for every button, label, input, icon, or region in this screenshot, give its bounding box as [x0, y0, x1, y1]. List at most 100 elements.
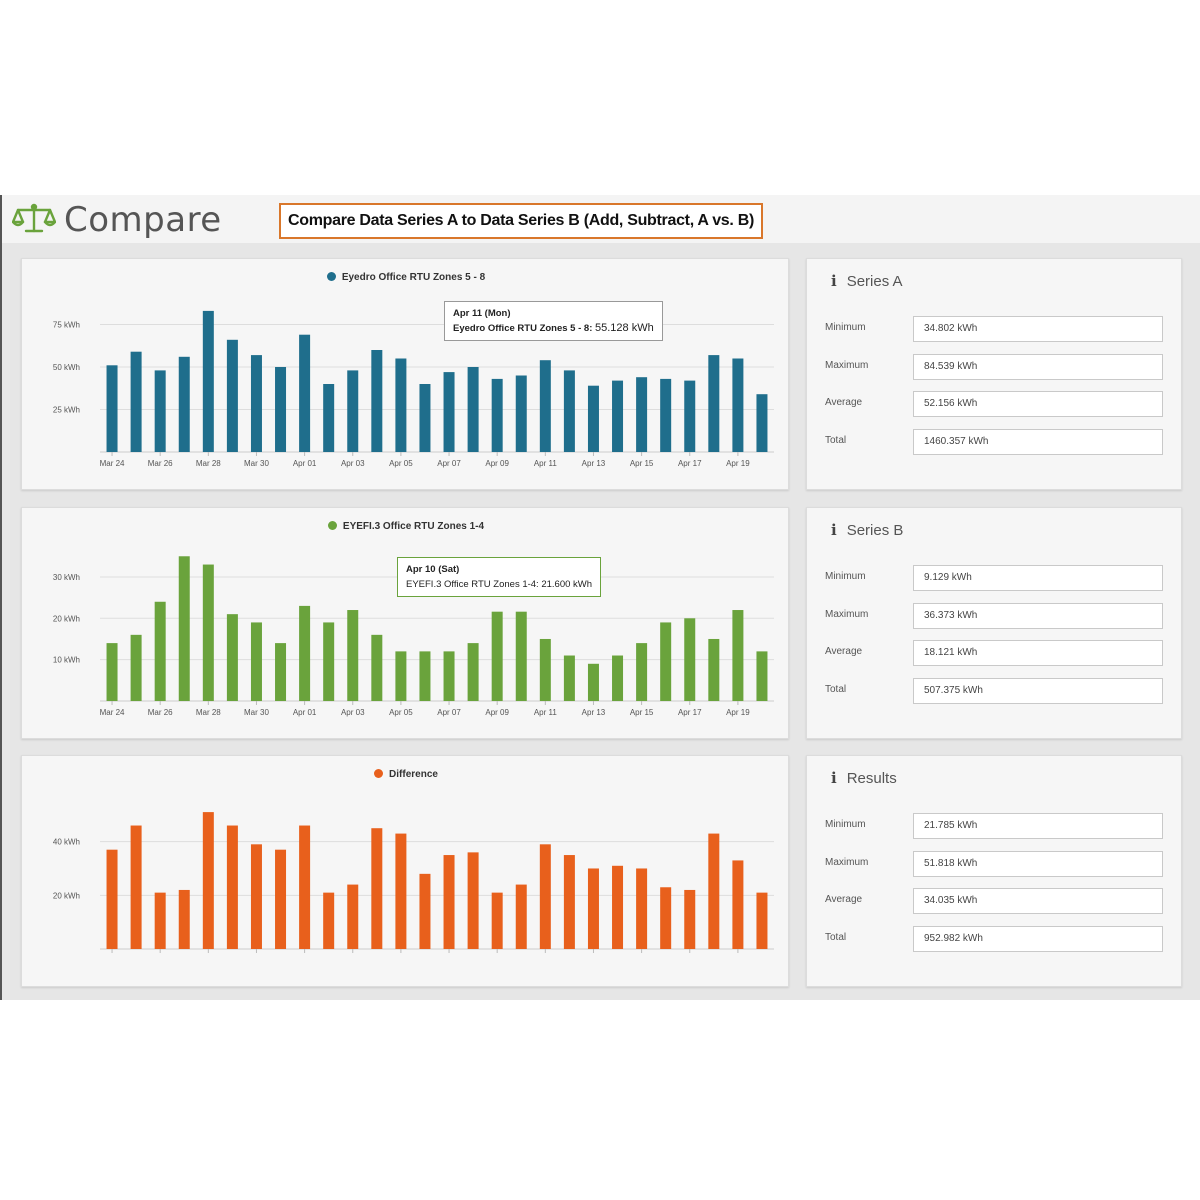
bar [708, 833, 720, 949]
stat-label: Maximum [825, 856, 869, 868]
stat-row-average: Average 34.035 kWh [825, 888, 1165, 914]
bar [612, 655, 624, 701]
bar [106, 849, 118, 949]
stat-value-field[interactable]: 9.129 kWh [913, 565, 1163, 591]
chart-legend[interactable]: Difference [22, 769, 790, 780]
bar [106, 643, 118, 701]
bar [636, 868, 648, 949]
stat-label: Maximum [825, 608, 869, 620]
info-icon: i [831, 272, 837, 290]
x-tick-label: Apr 01 [293, 459, 317, 468]
stats-panel-series-b: i Series B Minimum 9.129 kWh Maximum 36.373 … [806, 507, 1182, 739]
stat-row-minimum: Minimum 21.785 kWh [825, 813, 1165, 839]
stat-row-maximum: Maximum 84.539 kWh [825, 353, 1165, 380]
bar [636, 377, 648, 452]
bar [202, 812, 214, 949]
y-tick-label: 30 kWh [53, 573, 80, 582]
stats-title: i Series B [831, 521, 903, 539]
chart-panel-difference: Difference 20 kWh 40 kWh [21, 755, 789, 987]
stat-value-field[interactable]: 34.802 kWh [913, 316, 1163, 342]
stats-title: i Series A [831, 272, 903, 290]
y-tick-label: 50 kWh [53, 363, 80, 372]
bar [636, 643, 648, 701]
stat-value-field[interactable]: 51.818 kWh [913, 850, 1163, 877]
chart-panel-series-a: Eyedro Office RTU Zones 5 - 8 25 kWh 50 k… [21, 258, 789, 490]
scale-icon [12, 203, 56, 233]
bar [587, 663, 599, 701]
bar [323, 892, 335, 949]
bar [202, 564, 214, 701]
y-tick-label: 20 kWh [53, 891, 80, 900]
stat-value-field[interactable]: 21.785 kWh [913, 813, 1163, 839]
x-tick-label: Apr 13 [582, 459, 606, 468]
stat-label: Average [825, 894, 863, 905]
bar [539, 360, 551, 452]
stat-value-field[interactable]: 34.035 kWh [913, 888, 1163, 914]
x-tick-label: Apr 05 [389, 708, 413, 717]
chart-legend[interactable]: EYEFI.3 Office RTU Zones 1-4 [22, 521, 790, 532]
bar-chart-series-b[interactable]: 10 kWh 20 kWh 30 kWh Mar 24 Mar 26 Mar 28 Mar … [22, 508, 790, 740]
chart-tooltip: Apr 10 (Sat) EYEFI.3 Office RTU Zones 1-… [397, 557, 602, 597]
bar [515, 884, 527, 949]
bar-chart-difference[interactable]: 20 kWh 40 kWh [22, 756, 790, 988]
compare-banner[interactable]: Compare Data Series A to Data Series B (… [279, 203, 763, 239]
stat-value-field[interactable]: 1460.357 kWh [913, 428, 1163, 455]
bar [756, 394, 768, 452]
bar [539, 638, 551, 701]
bar [202, 310, 214, 452]
bar [732, 610, 744, 701]
bar-chart-series-a[interactable]: 25 kWh 50 kWh 75 kWh Mar 24 Mar 26 Mar 28 Mar … [22, 259, 790, 491]
y-tick-label: 20 kWh [53, 614, 80, 623]
bar [226, 825, 238, 949]
bar [563, 855, 575, 949]
legend-label: Difference [389, 769, 438, 780]
stat-value-field[interactable]: 507.375 kWh [913, 677, 1163, 704]
bar [299, 825, 311, 949]
stats-title-label: Series B [846, 522, 904, 539]
chart-legend[interactable]: Eyedro Office RTU Zones 5 - 8 [22, 272, 790, 283]
x-tick-label: Apr 03 [341, 459, 365, 468]
bar [154, 601, 166, 701]
legend-dot [326, 272, 336, 281]
stat-row-total: Total 952.982 kWh [825, 925, 1165, 952]
tooltip-date: Apr 11 (Mon) [453, 308, 511, 319]
tooltip-value: 21.600 kWh [541, 579, 593, 590]
bar [515, 611, 527, 701]
bar [395, 651, 407, 701]
bar [467, 643, 479, 701]
bar [732, 358, 744, 452]
stat-label: Total [825, 434, 847, 446]
stat-value-field[interactable]: 52.156 kWh [913, 391, 1163, 417]
bar [684, 618, 696, 701]
stat-row-minimum: Minimum 34.802 kWh [825, 316, 1165, 342]
bar [612, 380, 624, 452]
bar [178, 556, 190, 701]
bar [250, 622, 262, 701]
stat-label: Average [825, 646, 863, 657]
stat-value-field[interactable]: 952.982 kWh [913, 925, 1163, 952]
stat-row-average: Average 18.121 kWh [825, 640, 1165, 666]
bar [275, 849, 287, 949]
x-tick-label: Apr 07 [437, 459, 461, 468]
stat-label: Minimum [825, 322, 866, 333]
stat-label: Maximum [825, 359, 869, 371]
bar [467, 367, 479, 452]
bar [443, 651, 455, 701]
bar [178, 356, 190, 452]
bar [563, 655, 575, 701]
tooltip-date: Apr 10 (Sat) [406, 564, 460, 575]
chart-tooltip: Apr 11 (Mon) Eyedro Office RTU Zones 5 -… [444, 301, 663, 341]
stat-label: Total [825, 931, 847, 943]
bar [443, 372, 455, 452]
bar [347, 884, 359, 949]
stat-value-field[interactable]: 36.373 kWh [913, 602, 1163, 629]
stat-value-field[interactable]: 84.539 kWh [913, 353, 1163, 380]
bar [395, 833, 407, 949]
x-tick-label: Apr 11 [534, 459, 558, 468]
bar [612, 865, 624, 949]
stat-value-field[interactable]: 18.121 kWh [913, 640, 1163, 666]
compare-app: Compare Compare Data Series A to Data Se… [0, 195, 1200, 1000]
x-tick-label: Apr 05 [389, 459, 413, 468]
x-tick-label: Apr 15 [630, 459, 654, 468]
bar [563, 370, 575, 452]
